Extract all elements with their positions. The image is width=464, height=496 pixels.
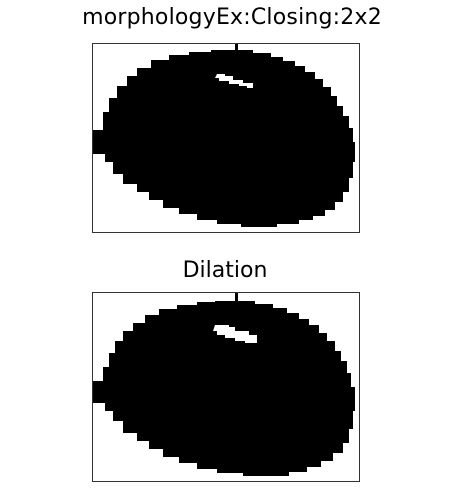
panel-title-dilation: Dilation [182, 258, 268, 283]
dilation-result-image [93, 293, 355, 476]
closing-result-image [93, 44, 355, 227]
panel-title-closing: morphologyEx:Closing:2x2 [82, 5, 382, 30]
image-panel-dilation [92, 292, 360, 482]
image-panel-closing [92, 43, 360, 233]
